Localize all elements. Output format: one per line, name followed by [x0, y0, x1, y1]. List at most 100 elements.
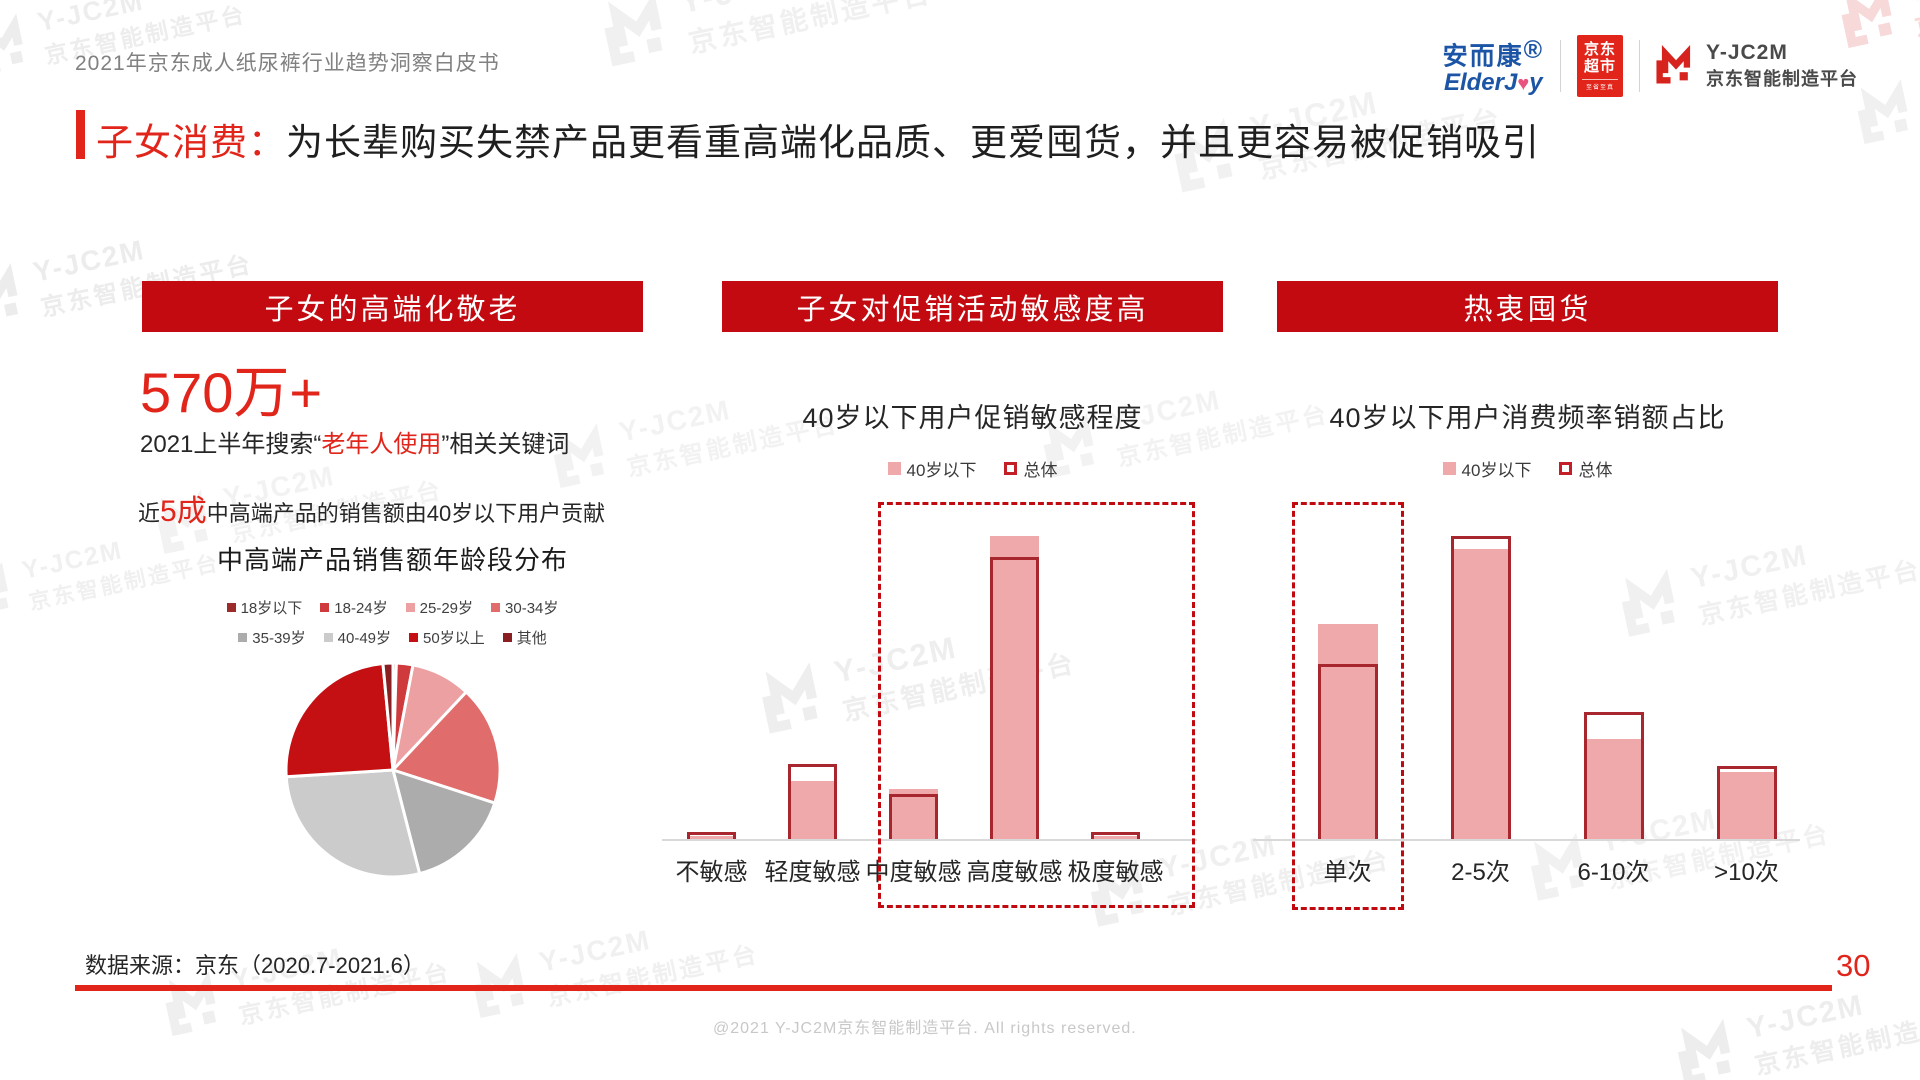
category-label-单次: 单次: [1323, 859, 1372, 886]
promo-chart-plot: [661, 502, 1166, 840]
legend-label: 其他: [516, 629, 547, 647]
banner-left: 子女的高端化敬老: [142, 281, 643, 332]
legend-item-40岁以下: 40岁以下: [887, 456, 976, 481]
legend-swatch: [887, 462, 901, 475]
copyright-note: @2021 Y-JC2M京东智能制造平台. All rights reserve…: [713, 1020, 1137, 1037]
pie-slice-30-34岁: [391, 690, 502, 805]
bar-40岁以下->10次: [1716, 772, 1777, 840]
watermark: Y-JC2M京东智能制造平台: [1852, 29, 1920, 154]
promo-chart-axis: [662, 839, 1197, 841]
pie-legend-row: 18岁以下 18-24岁 25-29岁 30-34岁: [142, 592, 643, 622]
legend-swatch: [1004, 462, 1018, 475]
bar-slot-单次: [1281, 502, 1414, 840]
logo-row: 安而康® ElderJ♥y 京东 超市 至省至真 Y-JC2M 京东智能制造平台: [1443, 30, 1858, 102]
bar-40岁以下-不敏感: [687, 836, 736, 840]
pie-legend-item: 其他: [502, 627, 547, 648]
promo-highlight-box: [878, 502, 1195, 908]
pie-legend-row: 35-39岁 40-49岁 50岁以上 其他: [142, 622, 643, 652]
elderjoy-cn-label: 安而康: [1442, 42, 1524, 71]
category-label-2-5次: 2-5次: [1451, 859, 1510, 886]
registered-mark: ®: [1523, 36, 1544, 65]
bar-40岁以下-单次: [1317, 624, 1378, 840]
stat-value: 570万+: [140, 361, 323, 424]
yjc2m-logo: Y-JC2M 京东智能制造平台: [1656, 41, 1858, 91]
yjc2m-logo-icon: [1656, 44, 1696, 89]
bar-40岁以下-高度敏感: [990, 536, 1039, 840]
category-label-6-10次: 6-10次: [1577, 859, 1650, 886]
headline: 子女消费：为长辈购买失禁产品更看重高端化品质、更爱囤货，并且更容易被促销吸引: [96, 112, 1540, 166]
bar-slot-不敏感: [661, 502, 762, 840]
category-label-轻度敏感: 轻度敏感: [764, 859, 861, 886]
jd-logo-tagline: 至省至真: [1582, 79, 1618, 91]
bar-slot-中度敏感: [863, 502, 964, 840]
watermark-logo-icon: [0, 11, 36, 81]
legend-item-40岁以下: 40岁以下: [1442, 456, 1532, 481]
headline-text: 为长辈购买失禁产品更看重高端化品质、更爱囤货，并且更容易被促销吸引: [286, 122, 1540, 163]
headline-accent-bar: [76, 110, 85, 159]
footer-rule: [75, 985, 1832, 991]
watermark-logo-icon: [0, 260, 32, 334]
legend-label: 总体: [1023, 461, 1058, 480]
bar-总体-高度敏感: [990, 557, 1039, 840]
legend-label: 40-49岁: [337, 629, 392, 647]
jd-logo-line2: 超市: [1583, 58, 1616, 75]
age-distribution-pie-chart: [284, 661, 502, 879]
pie-legend-item: 18岁以下: [226, 597, 303, 618]
legend-item-总体: 总体: [1559, 456, 1612, 481]
banner-middle: 子女对促销活动敏感度高: [722, 281, 1223, 332]
promo-chart-legend: 40岁以下 总体: [722, 456, 1223, 481]
watermark: Y-JC2M京东智能制造平台: [598, 0, 936, 77]
legend-swatch: [323, 632, 333, 642]
document-title: 2021年京东成人纸尿裤行业趋势洞察白皮书: [75, 52, 500, 75]
bar-总体-轻度敏感: [788, 764, 837, 840]
jd-logo-line1: 京东: [1583, 40, 1616, 58]
bar-总体->10次: [1716, 766, 1777, 840]
pie-legend-item: 30-34岁: [491, 597, 558, 618]
legend-label: 30-34岁: [505, 599, 559, 617]
divider: [1639, 40, 1640, 92]
legend-swatch: [226, 602, 236, 612]
banner-right: 热衷囤货: [1277, 281, 1778, 332]
pie-legend-item: 40-49岁: [323, 627, 392, 648]
frequency-highlight-box: [1292, 502, 1404, 910]
watermark-logo-icon: [1852, 76, 1920, 150]
frequency-chart-legend: 40岁以下 总体: [1277, 456, 1778, 481]
bar-slot-6-10次: [1547, 502, 1680, 840]
bar-总体-6-10次: [1583, 712, 1644, 840]
legend-label: 25-29岁: [419, 599, 474, 617]
bar-slot->10次: [1680, 502, 1813, 840]
pie-slice-50岁以上: [284, 661, 395, 779]
elderjoy-logo: 安而康® ElderJ♥y: [1443, 37, 1544, 95]
category-label-不敏感: 不敏感: [675, 859, 748, 886]
bar-40岁以下-中度敏感: [889, 789, 938, 840]
bar-总体-极度敏感: [1091, 832, 1140, 840]
stat-keyword: 老年人使用: [321, 431, 442, 458]
bar-总体-中度敏感: [889, 794, 938, 840]
frequency-chart-plot: [1281, 502, 1813, 840]
promo-chart-title: 40岁以下用户促销敏感程度: [802, 403, 1143, 433]
pie-legend: 18岁以下 18-24岁 25-29岁 30-34岁 35-39岁 40-49岁 50岁以上…: [142, 592, 643, 652]
bar-总体-单次: [1317, 664, 1378, 840]
legend-swatch: [502, 632, 512, 642]
bar-slot-高度敏感: [964, 502, 1065, 840]
category-label->10次: >10次: [1714, 859, 1779, 886]
watermark-logo-icon: [598, 0, 678, 73]
legend-item-总体: 总体: [1004, 456, 1057, 481]
bar-slot-2-5次: [1414, 502, 1547, 840]
legend-swatch: [238, 632, 248, 642]
elderjoy-en-label: ElderJ♥y: [1443, 68, 1543, 96]
legend-label: 18-24岁: [334, 599, 388, 617]
legend-label: 18岁以下: [240, 599, 303, 617]
headline-topic: 子女消费：: [96, 122, 286, 163]
bar-总体-2-5次: [1450, 536, 1511, 840]
page-number: 30: [1836, 948, 1871, 983]
legend-swatch: [1442, 462, 1456, 475]
category-label-中度敏感: 中度敏感: [865, 859, 962, 886]
jd-supermarket-logo: 京东 超市 至省至真: [1577, 35, 1623, 97]
legend-label: 40岁以下: [1461, 461, 1532, 480]
pie-legend-item: 25-29岁: [405, 597, 474, 618]
bar-40岁以下-2-5次: [1450, 549, 1511, 840]
